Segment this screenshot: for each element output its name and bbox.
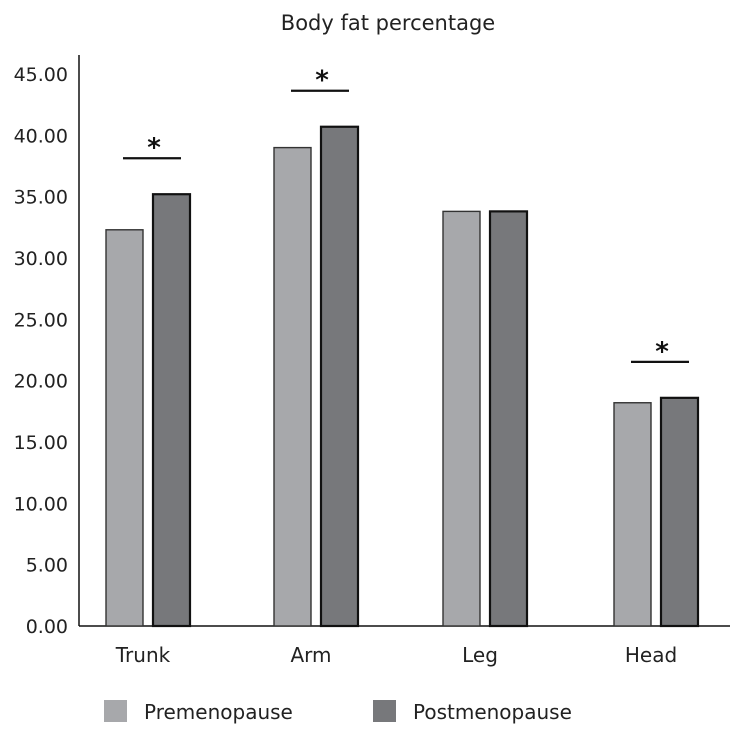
significance-asterisk: * [147, 133, 161, 163]
y-tick-label: 30.00 [14, 248, 68, 270]
y-tick-label: 40.00 [14, 125, 68, 147]
bar-trunk-premenopause [105, 229, 144, 627]
y-tick-label: 15.00 [14, 432, 68, 454]
y-tick-label: 0.00 [26, 616, 68, 638]
bar-arm-premenopause [273, 146, 312, 627]
x-tick-label: Trunk [115, 643, 171, 667]
y-tick-label: 25.00 [14, 309, 68, 331]
bars [105, 125, 700, 628]
significance-markers: * * * [123, 66, 689, 367]
bar-head-postmenopause [659, 396, 700, 628]
x-tick-label: Leg [462, 643, 498, 667]
x-tick-label: Arm [290, 643, 331, 667]
significance-asterisk: * [315, 66, 329, 96]
legend-label-premenopause: Premenopause [144, 700, 293, 724]
y-tick-label: 20.00 [14, 371, 68, 393]
x-tick-label: Head [625, 643, 677, 667]
y-tick-label: 45.00 [14, 64, 68, 86]
legend-label-postmenopause: Postmenopause [413, 700, 572, 724]
significance-asterisk: * [655, 337, 669, 367]
bar-leg-postmenopause [488, 210, 529, 628]
y-tick-label: 10.00 [14, 493, 68, 515]
legend-swatch-postmenopause [373, 700, 396, 722]
bar-head-premenopause [613, 402, 652, 627]
y-tick-label: 5.00 [26, 555, 68, 577]
y-tick-label: 35.00 [14, 187, 68, 209]
legend: Premenopause Postmenopause [104, 700, 572, 724]
bar-arm-postmenopause [319, 125, 360, 628]
y-axis: 0.00 5.00 10.00 15.00 20.00 25.00 30.00 35.00 40… [14, 55, 730, 638]
bar-leg-premenopause [442, 210, 481, 627]
bar-trunk-postmenopause [151, 193, 192, 628]
x-axis: Trunk Arm Leg Head [115, 643, 677, 667]
legend-swatch-premenopause [104, 700, 127, 722]
chart-title: Body fat percentage [281, 11, 495, 35]
